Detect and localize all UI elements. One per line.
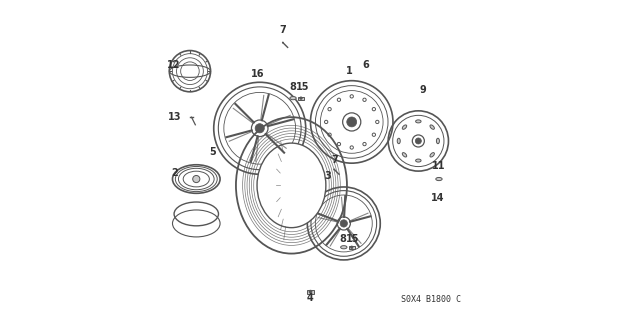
Circle shape [350, 146, 353, 149]
Text: 13: 13 [168, 112, 182, 122]
Circle shape [337, 142, 340, 146]
Circle shape [328, 133, 332, 136]
Text: S0X4 B1800 C: S0X4 B1800 C [401, 295, 461, 304]
Bar [298, 97, 304, 100]
Text: 8: 8 [340, 234, 347, 244]
Circle shape [347, 117, 356, 127]
Text: 6: 6 [362, 60, 369, 70]
Text: 11: 11 [432, 161, 445, 171]
Text: 5: 5 [210, 147, 216, 157]
Circle shape [363, 98, 366, 101]
Circle shape [333, 169, 335, 171]
Ellipse shape [436, 178, 442, 180]
Circle shape [340, 220, 348, 227]
Text: 4: 4 [307, 293, 314, 303]
Circle shape [376, 120, 379, 124]
Circle shape [328, 108, 332, 111]
Ellipse shape [397, 138, 400, 144]
Ellipse shape [403, 125, 406, 129]
Circle shape [337, 98, 340, 101]
Circle shape [372, 108, 376, 111]
Ellipse shape [436, 138, 440, 144]
Text: 1: 1 [346, 66, 353, 76]
Text: 8: 8 [289, 82, 296, 92]
Circle shape [372, 133, 376, 136]
Circle shape [309, 290, 312, 293]
Ellipse shape [340, 246, 347, 249]
Bar [349, 246, 355, 249]
Ellipse shape [403, 153, 406, 157]
Bar [307, 290, 314, 293]
Text: 7: 7 [332, 155, 339, 165]
Text: 14: 14 [431, 193, 445, 203]
Circle shape [300, 97, 302, 100]
Text: 7: 7 [280, 25, 286, 35]
Circle shape [363, 142, 366, 146]
Circle shape [415, 138, 421, 144]
Text: 15: 15 [346, 234, 360, 244]
Circle shape [351, 246, 353, 249]
Circle shape [193, 175, 200, 183]
Text: 15: 15 [296, 82, 309, 92]
Circle shape [282, 42, 284, 44]
Text: 3: 3 [324, 171, 332, 181]
Circle shape [255, 124, 264, 133]
Circle shape [324, 120, 328, 124]
Circle shape [350, 95, 353, 98]
Text: 12: 12 [167, 60, 181, 70]
Ellipse shape [290, 97, 296, 100]
Ellipse shape [257, 143, 326, 228]
Text: 2: 2 [172, 168, 179, 178]
Ellipse shape [415, 120, 421, 123]
Ellipse shape [430, 153, 435, 157]
Ellipse shape [415, 159, 421, 162]
Ellipse shape [430, 125, 435, 129]
Text: 16: 16 [252, 69, 265, 79]
Text: 9: 9 [420, 85, 426, 95]
